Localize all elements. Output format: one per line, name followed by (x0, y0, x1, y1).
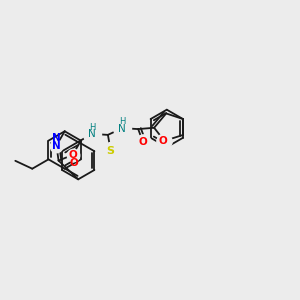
Text: O: O (69, 158, 78, 168)
Text: N: N (52, 133, 61, 143)
Text: S: S (107, 146, 115, 155)
Text: O: O (68, 150, 77, 160)
Text: O: O (159, 136, 168, 146)
Text: N: N (52, 140, 61, 151)
Text: N: N (118, 124, 126, 134)
Text: H: H (119, 117, 125, 126)
Text: O: O (139, 137, 147, 147)
Text: H: H (89, 123, 95, 132)
Text: N: N (88, 130, 96, 140)
